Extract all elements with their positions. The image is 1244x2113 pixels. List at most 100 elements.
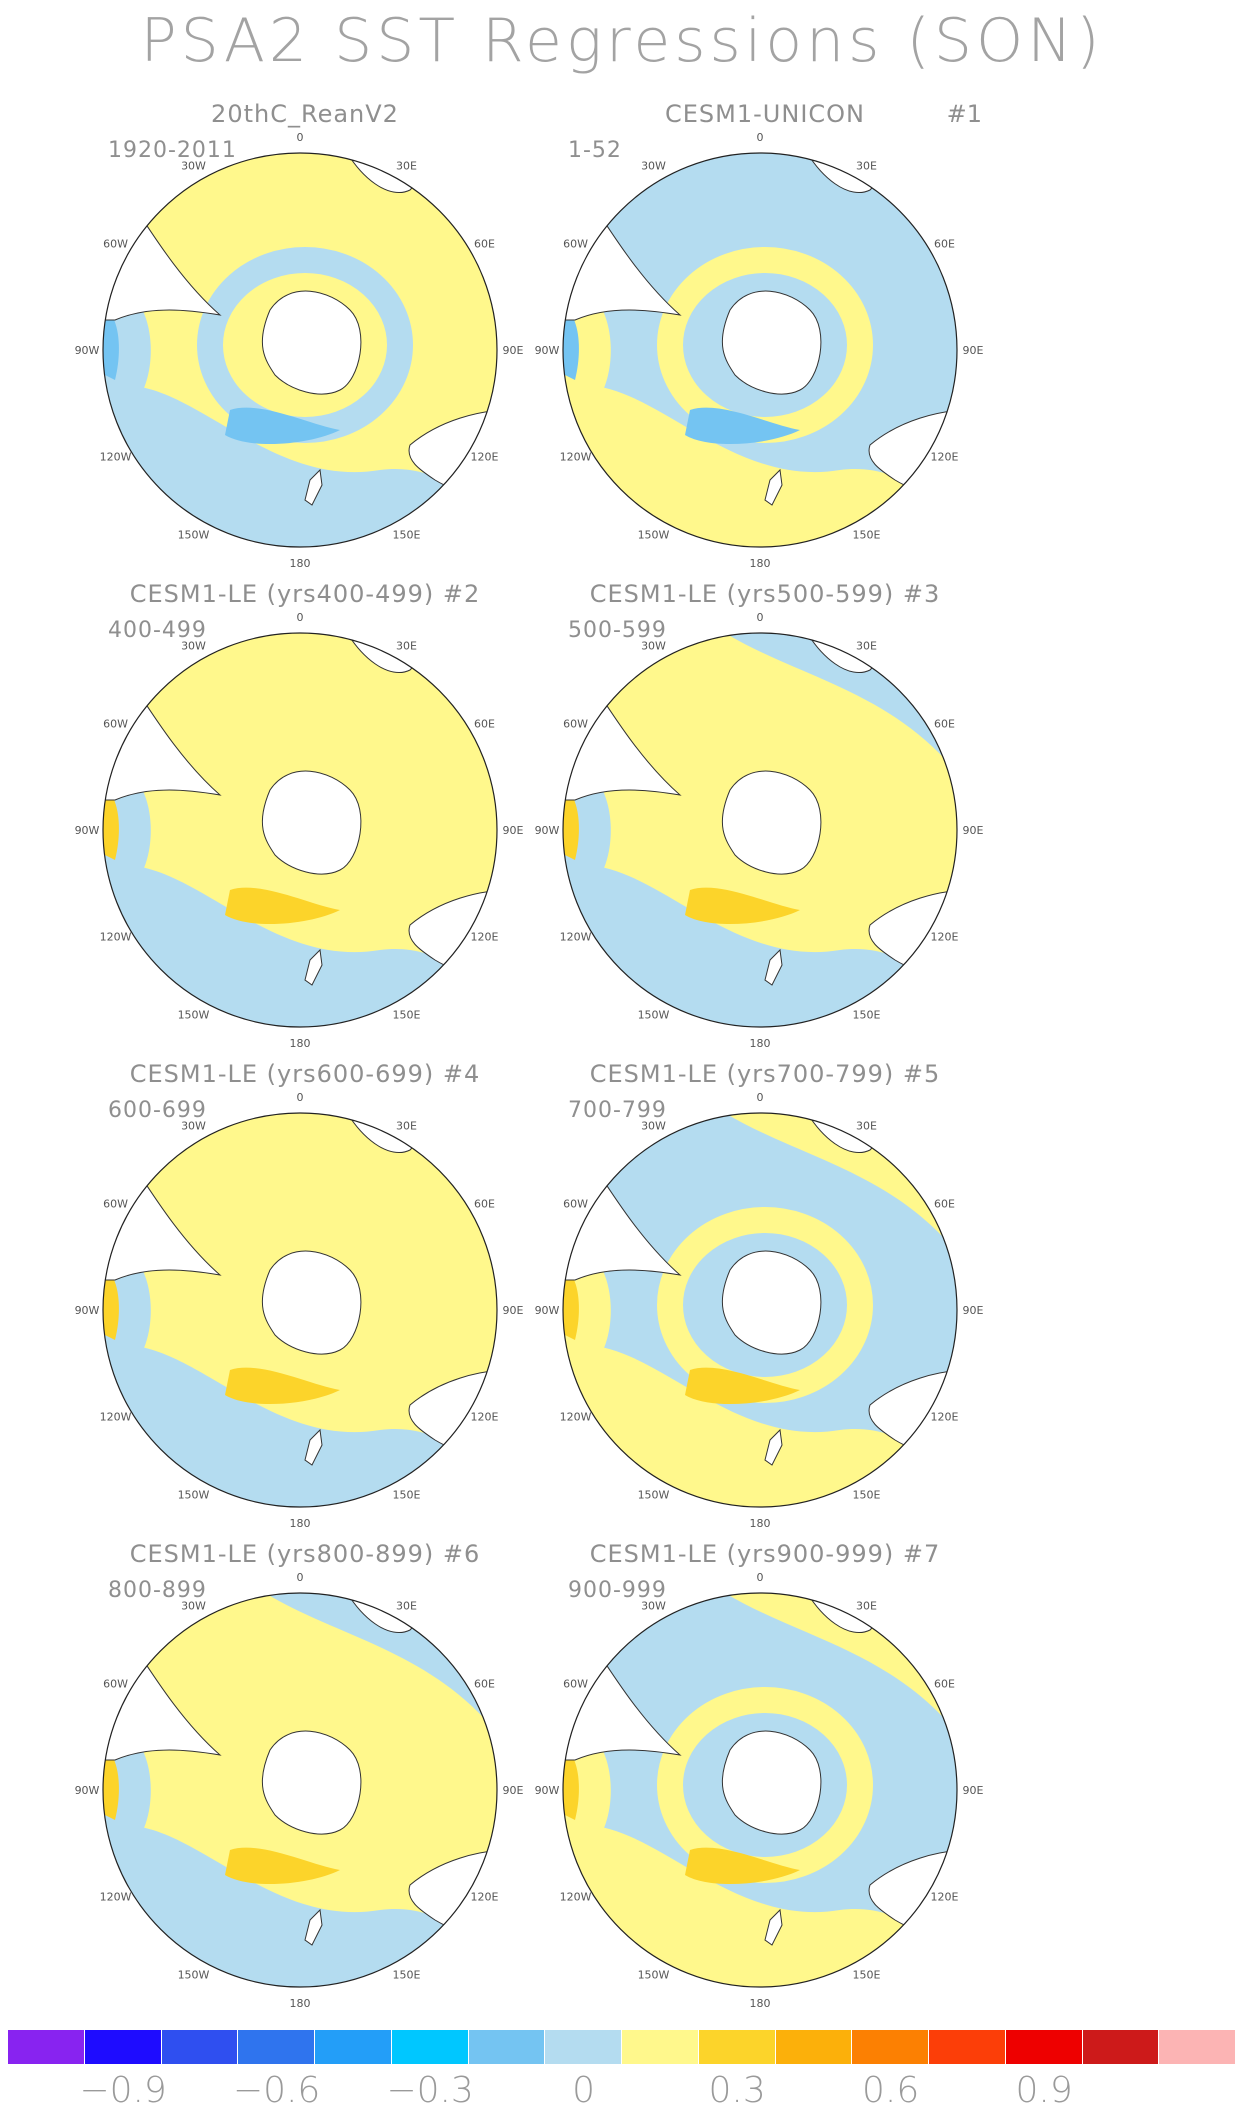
map-panel: CESM1-LE (yrs900-999) #7 900-999 0 30E 60E 90… [535, 1540, 990, 2010]
sst-strong-anomaly [685, 407, 800, 445]
colorbar-box [468, 2030, 546, 2064]
longitude-label: 180 [750, 1997, 771, 2010]
map-boundary [102, 632, 498, 1028]
longitude-label: 90W [75, 344, 100, 357]
map-boundary [102, 152, 498, 548]
colorbar-label: 0.9 [1015, 2070, 1073, 2111]
longitude-label: 60W [563, 718, 588, 731]
longitude-label: 30E [856, 160, 877, 173]
longitude-label: 150W [638, 1008, 670, 1021]
polar-map: 0 30E 60E 90E 120E 150E 180 150W 120W 90W 60W 30W [535, 1571, 984, 2010]
longitude-label: 30W [181, 160, 206, 173]
longitude-label: 120W [100, 1411, 132, 1424]
longitude-label: 90W [75, 1784, 100, 1797]
longitude-label: 30W [181, 640, 206, 653]
polar-map: 0 30E 60E 90E 120E 150E 180 150W 120W 90W 60W 30W [535, 611, 984, 1050]
longitude-label: 120W [560, 1411, 592, 1424]
longitude-label: 120E [470, 931, 498, 944]
colorbar-box [929, 2030, 1006, 2064]
panel-year-range: 700-799 [568, 1098, 667, 1123]
longitude-label: 60E [474, 1678, 495, 1691]
colorbar-box [775, 2030, 853, 2064]
colorbar-box [852, 2030, 929, 2064]
longitude-label: 30E [856, 1120, 877, 1133]
longitude-label: 90E [963, 344, 984, 357]
longitude-label: 30W [181, 1120, 206, 1133]
polar-map: 0 30E 60E 90E 120E 150E 180 150W 120W 90W 60W 30W [75, 1571, 524, 2010]
new-zealand-landmass [764, 1908, 783, 1946]
sst-strong-anomaly [685, 1847, 800, 1885]
longitude-label: 60W [563, 1198, 588, 1211]
new-zealand-landmass [764, 1428, 783, 1466]
longitude-label: 180 [290, 557, 311, 570]
colorbar-label: 0.6 [861, 2070, 920, 2111]
antarctica-landmass [721, 1730, 822, 1835]
longitude-label: 60W [103, 238, 128, 251]
longitude-label: 120E [470, 1891, 498, 1904]
antarctica-landmass [261, 1250, 362, 1355]
colorbar-box [1082, 2030, 1160, 2064]
colorbar-box [238, 2030, 315, 2064]
longitude-label: 0 [297, 611, 304, 624]
colorbar-box [391, 2030, 469, 2064]
map-panel: 20thC_ReanV2 1920-2011 0 30E 60E 90E 120E 150E 1… [75, 100, 530, 570]
longitude-label: 180 [750, 1037, 771, 1050]
new-zealand-landmass [764, 948, 783, 986]
new-zealand-landmass [304, 948, 323, 986]
panel-title: 20thC_ReanV2 [211, 100, 399, 128]
colorbar-boxes [8, 2030, 1236, 2064]
longitude-label: 0 [297, 1091, 304, 1104]
longitude-label: 30W [641, 1120, 666, 1133]
longitude-label: 30E [396, 640, 417, 653]
longitude-label: 0 [757, 1571, 764, 1584]
antarctica-landmass [721, 290, 822, 395]
longitude-label: 150W [178, 1008, 210, 1021]
map-boundary [562, 152, 958, 548]
map-boundary [562, 1112, 958, 1508]
longitude-label: 150E [853, 1488, 881, 1501]
longitude-label: 60E [934, 1198, 955, 1211]
panel-year-range: 500-599 [568, 618, 667, 643]
sst-strong-anomaly [685, 1367, 800, 1405]
colorbar-box [84, 2030, 162, 2064]
longitude-label: 60W [103, 1678, 128, 1691]
sst-strong-anomaly [563, 1748, 579, 1820]
longitude-label: 120W [560, 1891, 592, 1904]
panel-title: CESM1-LE (yrs500-599) #3 [589, 580, 941, 608]
longitude-label: 120E [470, 1411, 498, 1424]
longitude-label: 90E [503, 1304, 524, 1317]
longitude-label: 180 [290, 1037, 311, 1050]
longitude-label: 60E [474, 718, 495, 731]
antarctica-landmass [721, 770, 822, 875]
colorbar-label: −0.9 [79, 2070, 167, 2111]
longitude-label: 150W [178, 528, 210, 541]
longitude-label: 150E [393, 1968, 421, 1981]
longitude-label: 150E [853, 1008, 881, 1021]
map-panel: CESM1-LE (yrs500-599) #3 500-599 0 30E 60E 90… [535, 580, 990, 1050]
longitude-label: 180 [290, 1997, 311, 2010]
map-panel: CESM1-LE (yrs600-699) #4 600-699 0 30E 60E 90… [75, 1060, 530, 1530]
longitude-label: 30E [856, 1600, 877, 1613]
colorbar-box [545, 2030, 622, 2064]
colorbar-label: −0.3 [386, 2070, 474, 2111]
longitude-label: 90W [535, 824, 560, 837]
sst-strong-anomaly [225, 1847, 340, 1885]
panel-title: CESM1-LE (yrs900-999) #7 [589, 1540, 941, 1568]
longitude-label: 60E [934, 718, 955, 731]
antarctica-landmass [261, 1730, 362, 1835]
longitude-label: 180 [290, 1517, 311, 1530]
polar-map: 0 30E 60E 90E 120E 150E 180 150W 120W 90W 60W 30W [535, 1091, 984, 1530]
colorbar-label: −0.6 [232, 2070, 321, 2111]
panel-year-range: 900-999 [568, 1578, 667, 1603]
panel-title: CESM1-LE (yrs700-799) #5 [589, 1060, 941, 1088]
panel-year-range: 1-52 [568, 138, 622, 163]
panel-title: CESM1-UNICON [665, 100, 865, 128]
longitude-label: 30E [396, 1120, 417, 1133]
panel-title: CESM1-LE (yrs600-699) #4 [129, 1060, 481, 1088]
longitude-label: 120E [930, 931, 958, 944]
longitude-label: 90W [75, 1304, 100, 1317]
map-boundary [102, 1592, 498, 1988]
longitude-label: 120E [930, 451, 958, 464]
longitude-label: 30W [641, 640, 666, 653]
longitude-label: 0 [757, 131, 764, 144]
